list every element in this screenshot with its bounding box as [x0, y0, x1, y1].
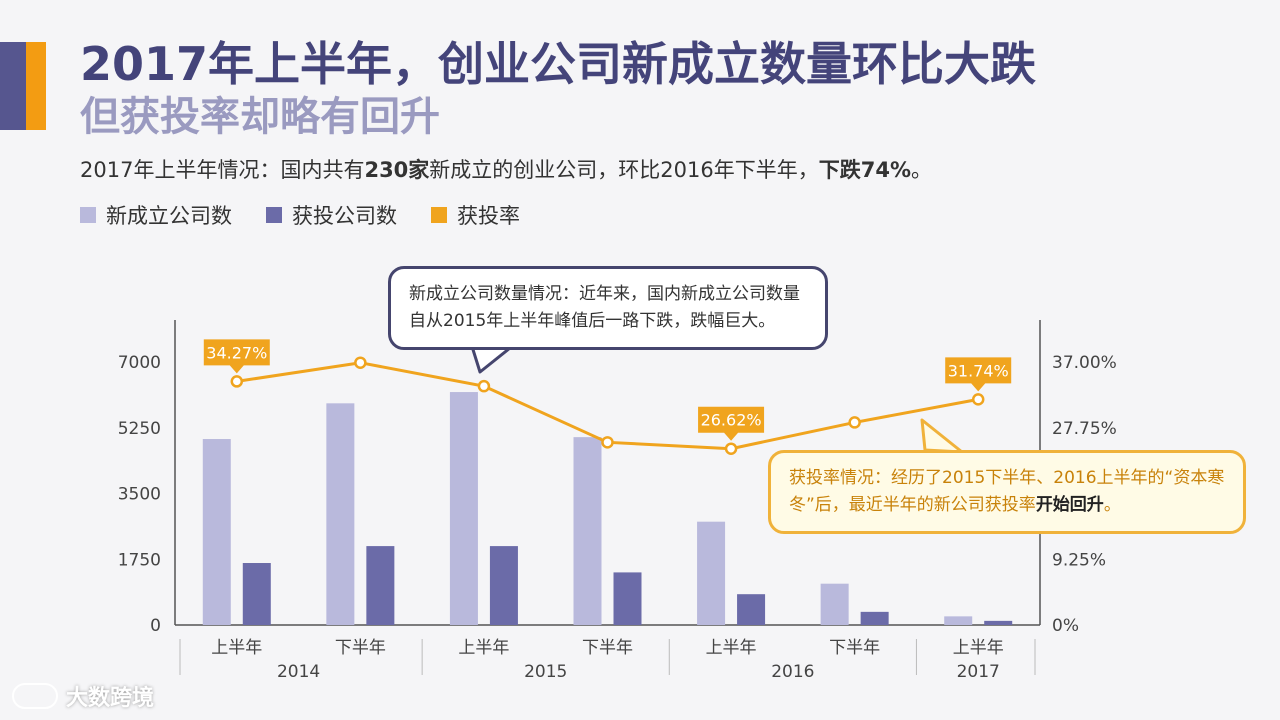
bar-funded-companies: [242, 563, 271, 625]
legend-item-rate: 获投率: [431, 200, 520, 230]
x-group-label: 2017: [957, 662, 1000, 682]
logo-text: 大数跨境: [66, 686, 155, 711]
point-funding-rate: [601, 436, 614, 449]
x-tick-label: 上半年: [458, 638, 509, 658]
bar-new-companies: [449, 392, 478, 625]
y-left-tick-label: 5250: [118, 419, 161, 439]
data-label-text: 26.62%: [701, 411, 762, 430]
bar-new-companies: [697, 521, 726, 625]
summary-text: 2017年上半年情况：国内共有230家新成立的创业公司，环比2016年下半年，下…: [80, 154, 932, 184]
legend-swatch-rate: [431, 207, 447, 223]
legend-label-funded: 获投公司数: [292, 204, 397, 228]
summary-part3: 。: [911, 158, 933, 182]
bar-funded-companies: [984, 620, 1013, 625]
point-funding-rate: [230, 375, 244, 388]
bar-funded-companies: [613, 572, 642, 625]
point-funding-rate: [848, 416, 861, 429]
summary-part1: 2017年上半年情况：国内共有: [80, 158, 365, 182]
legend-item-funded: 获投公司数: [266, 200, 397, 230]
chart-legend: 新成立公司数 获投公司数 获投率: [80, 200, 520, 230]
y-left-tick-label: 0: [150, 616, 161, 636]
x-group-label: 2014: [277, 662, 320, 682]
bar-funded-companies: [860, 611, 889, 625]
bar-new-companies: [202, 439, 231, 625]
legend-label-new: 新成立公司数: [106, 204, 232, 228]
x-group-label: 2015: [524, 662, 567, 682]
callout-new-company-count: 新成立公司数量情况：近年来，国内新成立公司数量自从2015年上半年峰值后一路下跌…: [388, 266, 828, 350]
accent-bar-purple: [0, 42, 26, 130]
legend-swatch-new: [80, 207, 96, 223]
y-right-tick-label: 0%: [1052, 616, 1079, 636]
legend-item-new: 新成立公司数: [80, 200, 232, 230]
bar-new-companies: [944, 616, 973, 625]
callout-rate-end: 。: [1103, 495, 1121, 515]
point-funding-rate: [971, 393, 985, 406]
data-label-text: 34.27%: [206, 343, 267, 362]
y-right-tick-label: 27.75%: [1052, 419, 1117, 439]
x-tick-label: 上半年: [211, 638, 262, 658]
bar-funded-companies: [737, 594, 766, 625]
bar-new-companies: [573, 437, 602, 625]
y-right-tick-label: 37.00%: [1052, 353, 1117, 373]
summary-bold1: 230家: [364, 158, 430, 182]
data-label-text: 31.74%: [948, 361, 1009, 380]
bar-funded-companies: [366, 546, 395, 625]
x-tick-label: 下半年: [335, 638, 386, 658]
y-left-tick-label: 7000: [118, 353, 161, 373]
x-tick-label: 上半年: [953, 638, 1004, 658]
x-tick-label: 下半年: [582, 638, 633, 658]
page-subtitle: 但获投率却略有回升: [80, 94, 440, 140]
data-label-box: [698, 406, 765, 441]
callout-rate-tail: [920, 418, 964, 454]
point-funding-rate: [477, 379, 491, 393]
brand-logo: 大数跨境: [12, 680, 154, 712]
x-group-label: 2016: [771, 662, 814, 682]
point-funding-rate: [724, 442, 738, 455]
callout-rate-text: 获投率情况：经历了2015下半年、2016上半年的“资本寒冬”后，最近半年的新公…: [789, 468, 1225, 515]
callout-funding-rate: 获投率情况：经历了2015下半年、2016上半年的“资本寒冬”后，最近半年的新公…: [768, 450, 1246, 534]
x-tick-label: 上半年: [706, 638, 757, 658]
bar-new-companies: [820, 583, 849, 625]
y-left-tick-label: 3500: [118, 485, 161, 505]
summary-bold2: 下跌74%: [818, 158, 912, 182]
accent-bar-orange: [26, 42, 46, 130]
bar-funded-companies: [489, 546, 518, 625]
x-tick-label: 下半年: [829, 638, 880, 658]
data-label-box: [203, 339, 270, 374]
callout-count-text: 新成立公司数量情况：近年来，国内新成立公司数量自从2015年上半年峰值后一路下跌…: [409, 284, 800, 331]
callout-rate-highlight: 开始回升: [1035, 495, 1104, 515]
legend-label-rate: 获投率: [457, 204, 520, 228]
logo-mark-icon: [12, 683, 58, 709]
point-funding-rate: [354, 356, 367, 369]
summary-part2: 新成立的创业公司，环比2016年下半年，: [429, 158, 819, 182]
legend-swatch-funded: [266, 207, 282, 223]
y-right-tick-label: 9.25%: [1052, 550, 1106, 570]
page-title: 2017年上半年，创业公司新成立数量环比大跌: [80, 37, 1037, 91]
data-label-box: [945, 357, 1012, 392]
y-left-tick-label: 1750: [118, 550, 161, 570]
bar-new-companies: [326, 403, 355, 625]
